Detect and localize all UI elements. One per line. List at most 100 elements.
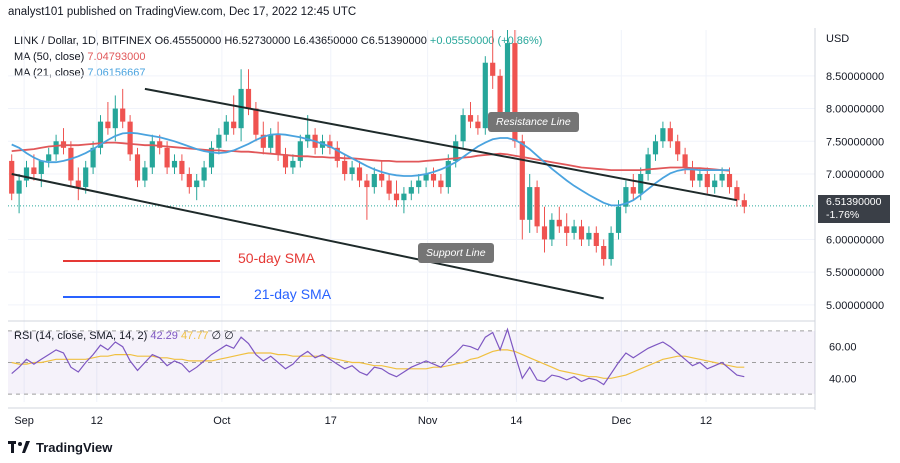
candle-body	[46, 154, 52, 161]
candle-body	[149, 141, 155, 168]
last-price-badge: 6.51390000 -1.76%	[818, 195, 890, 223]
time-tick-label: 14	[510, 415, 522, 427]
candle-body	[475, 121, 481, 129]
resistance-line-annotation: Resistance Line	[488, 112, 579, 132]
rsi-legend[interactable]: RSI (14, close, SMA, 14, 2) 42.29 47.77 …	[14, 329, 234, 342]
candle-body	[327, 141, 333, 148]
support-line	[11, 173, 604, 300]
tradingview-logo-icon	[8, 441, 30, 453]
candle-body	[334, 147, 340, 161]
candle-body	[253, 108, 259, 135]
candle-body	[571, 226, 577, 233]
last-price-value: 6.51390000	[826, 196, 882, 208]
candles-group	[9, 30, 747, 266]
ma50-row[interactable]: MA (50, close) 7.04793000	[14, 49, 542, 65]
candle-body	[393, 193, 400, 201]
candle-body	[97, 121, 104, 148]
candle-body	[549, 219, 555, 240]
time-tick-label: 17	[325, 415, 337, 427]
ma50-value: 7.04793000	[87, 51, 146, 63]
rsi-label: RSI (14, close, SMA, 14, 2)	[14, 330, 148, 342]
candle-body	[120, 108, 126, 122]
candle-body	[9, 160, 15, 194]
rsi-sma-line	[11, 349, 745, 379]
candle-body	[268, 134, 274, 148]
candle-body	[416, 180, 422, 188]
candle-body	[38, 160, 44, 174]
candle-body	[194, 180, 200, 188]
candle-body	[386, 180, 392, 194]
candle-body	[453, 141, 459, 161]
candle-body	[541, 226, 548, 240]
price-tick-label: 8.50000000	[826, 71, 884, 83]
ma50-label: MA (50, close)	[14, 51, 85, 63]
candle-body	[623, 187, 629, 207]
publisher-text: analyst101 published on TradingView.com,…	[8, 6, 357, 18]
candle-body	[349, 167, 355, 174]
candle-body	[90, 147, 96, 168]
candle-body	[282, 154, 289, 168]
price-tick-label: 6.00000000	[826, 234, 884, 246]
symbol-label[interactable]: LINK / Dollar, 1D, BITFINEX	[14, 35, 152, 47]
candle-body	[142, 167, 148, 181]
time-tick-label: Sep	[14, 415, 34, 427]
rsi-extra: ∅ ∅	[211, 330, 234, 342]
candle-body	[401, 193, 407, 201]
candle-body	[608, 232, 614, 260]
candle-body	[127, 121, 133, 155]
symbol-row: LINK / Dollar, 1D, BITFINEX O6.45550000 …	[14, 33, 542, 49]
candle-body	[371, 174, 377, 188]
candle-body	[297, 141, 303, 161]
candle-body	[430, 174, 437, 181]
rsi-value: 42.29	[150, 330, 178, 342]
candle-body	[238, 88, 244, 129]
candle-body	[534, 187, 540, 227]
price-tick-label: 7.00000000	[826, 169, 884, 181]
candle-body	[260, 134, 266, 148]
candle-body	[75, 180, 81, 188]
candle-body	[601, 246, 607, 260]
price-tick-label: 7.50000000	[826, 136, 884, 148]
time-tick-label: Dec	[612, 415, 632, 427]
candle-body	[275, 134, 281, 155]
candle-body	[689, 167, 696, 181]
candle-body	[586, 232, 592, 240]
chart-legend: LINK / Dollar, 1D, BITFINEX O6.45550000 …	[14, 33, 542, 81]
time-tick-label: Oct	[213, 415, 230, 427]
candle-body	[157, 141, 163, 148]
rsi-tick-label: 40.00	[829, 373, 857, 385]
rsi-tick-label: 60.00	[829, 342, 857, 354]
candle-body	[105, 121, 111, 129]
candle-body	[179, 160, 185, 174]
candle-body	[364, 180, 370, 188]
candle-body	[719, 174, 725, 181]
candle-body	[512, 43, 518, 142]
candle-body	[171, 160, 178, 168]
candle-body	[245, 88, 252, 109]
candle-body	[630, 187, 636, 194]
candle-body	[467, 115, 474, 122]
candle-body	[216, 134, 222, 148]
publisher-caption: analyst101 published on TradingView.com,…	[8, 6, 356, 18]
candle-body	[164, 147, 170, 168]
candle-body	[564, 226, 570, 233]
time-tick-label: Nov	[418, 415, 438, 427]
candle-body	[438, 180, 444, 188]
axes-group: 8.50000000 8.00000000 7.50000000 7.00000000…	[14, 71, 884, 427]
sma21-annotation: 21-day SMA	[254, 286, 332, 302]
candle-body	[482, 62, 488, 129]
footer-brand-text: TradingView	[36, 440, 113, 455]
candle-body	[231, 121, 237, 129]
candle-body	[408, 187, 414, 194]
ma-lines-group	[11, 131, 730, 207]
candle-body	[490, 62, 496, 76]
candle-body	[519, 141, 525, 220]
candle-body	[423, 174, 429, 181]
candle-body	[201, 167, 207, 181]
channel-lines-group	[11, 87, 738, 300]
low-value: L6.43650000	[293, 35, 358, 47]
price-tick-label: 5.00000000	[826, 300, 884, 312]
candle-body	[527, 187, 533, 220]
footer-brand[interactable]: TradingView	[8, 440, 112, 455]
